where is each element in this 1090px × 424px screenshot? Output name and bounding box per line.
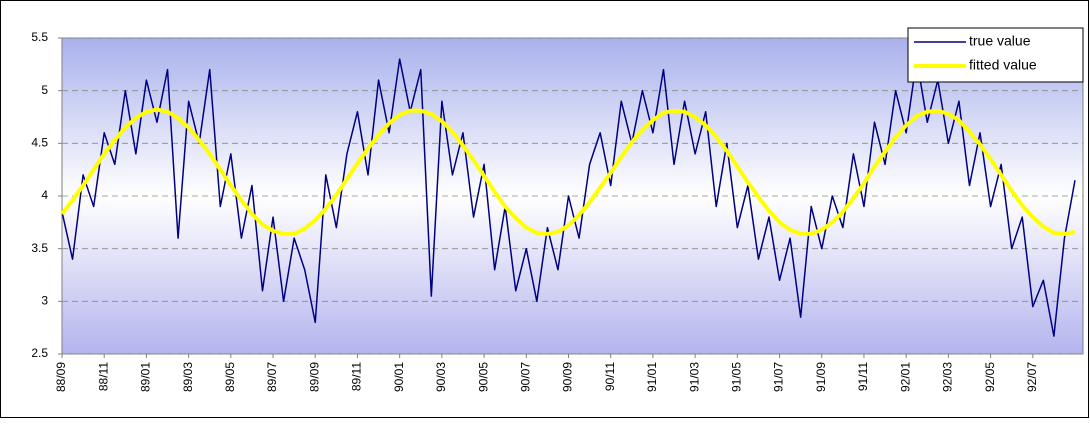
y-tick-label: 3.5 <box>31 241 48 255</box>
y-tick-label: 4 <box>41 188 48 202</box>
x-tick-label: 89/03 <box>181 362 195 392</box>
x-tick-label: 88/09 <box>54 362 68 392</box>
y-tick-label: 2.5 <box>31 346 48 360</box>
x-tick-label: 92/03 <box>941 362 955 392</box>
x-tick-label: 90/05 <box>476 362 490 392</box>
y-tick-label: 3 <box>41 294 48 308</box>
x-tick-label: 92/01 <box>898 362 912 392</box>
series-line <box>61 58 1076 337</box>
x-tick-label: 89/07 <box>265 362 279 392</box>
y-tick-label: 5 <box>41 83 48 97</box>
x-tick-label: 92/07 <box>1025 362 1039 392</box>
x-tick-label: 89/01 <box>139 362 153 392</box>
legend-label: true value <box>969 33 1031 49</box>
legend-label: fitted value <box>969 57 1037 73</box>
x-tick-label: 90/11 <box>603 362 617 391</box>
x-tick-label: 90/07 <box>518 362 532 392</box>
x-tick-label: 91/03 <box>687 362 701 392</box>
x-tick-label: 92/05 <box>983 362 997 392</box>
legend: true value fitted value <box>907 27 1084 83</box>
x-tick-label: 91/01 <box>645 362 659 392</box>
x-tick-label: 91/07 <box>772 362 786 392</box>
x-tick-label: 90/09 <box>561 362 575 392</box>
x-tick-label: 90/03 <box>434 362 448 392</box>
legend-box <box>907 27 1084 83</box>
x-tick-label: 91/09 <box>814 362 828 392</box>
x-tick-label: 89/09 <box>307 362 321 392</box>
x-tick-label: 91/11 <box>856 362 870 391</box>
x-tick-label: 89/05 <box>223 362 237 392</box>
x-tick-label: 89/11 <box>350 362 364 391</box>
series-line <box>60 107 1076 236</box>
y-tick-label: 5.5 <box>31 30 48 44</box>
y-tick-label: 4.5 <box>31 136 48 150</box>
x-tick-label: 90/01 <box>392 362 406 392</box>
x-tick-label: 91/05 <box>730 362 744 392</box>
x-tick-label: 88/11 <box>96 362 110 391</box>
